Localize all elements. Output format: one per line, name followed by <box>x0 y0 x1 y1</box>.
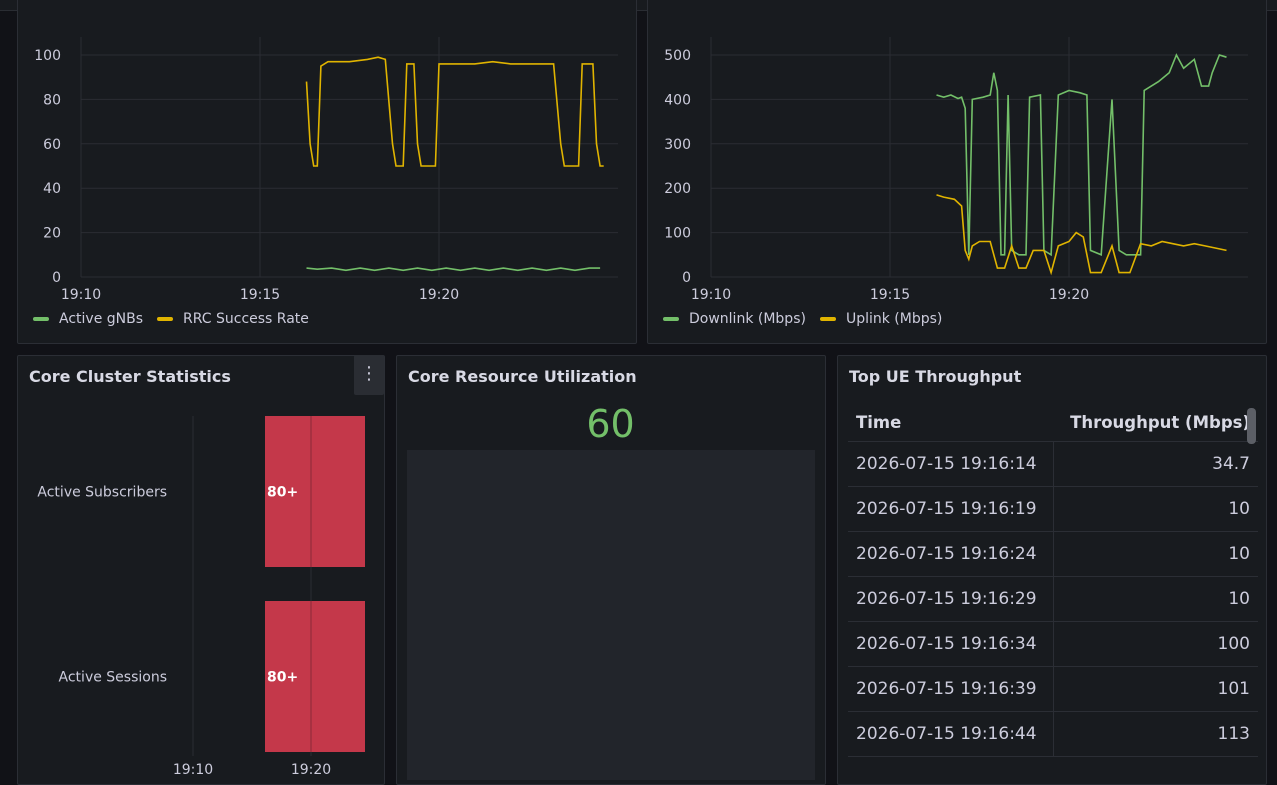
cell-time: 2026-07-15 19:16:14 <box>848 441 1054 487</box>
y-tick-label: 500 <box>664 48 691 64</box>
ran-status-legend: Active gNBs RRC Success Rate <box>33 311 323 327</box>
legend-label: Uplink (Mbps) <box>845 311 943 327</box>
y-tick-label: 400 <box>664 92 691 108</box>
x-tick-label: 19:15 <box>240 287 280 299</box>
ran-status-panel: 0 20 40 60 80 100 19:10 19:15 19:20 Active gNBs R… <box>17 0 637 344</box>
cell-throughput: 10 <box>1053 576 1258 622</box>
category-label: Active Sessions <box>59 670 167 686</box>
panel-title: Top UE Throughput <box>849 367 1022 386</box>
bar-value-label: 80+ <box>267 485 298 501</box>
y-tick-label: 100 <box>664 226 691 242</box>
category-label: Active Subscribers <box>37 485 167 501</box>
cell-throughput: 101 <box>1053 666 1258 712</box>
top-ue-table: Time Throughput (Mbps) 2026-07-15 19:16:… <box>848 405 1258 757</box>
panel-title: Core Resource Utilization <box>408 367 637 386</box>
cell-time: 2026-07-15 19:16:34 <box>848 621 1054 667</box>
y-tick-label: 80 <box>43 92 61 108</box>
series-line <box>936 194 1227 276</box>
cell-throughput: 34.7 <box>1053 441 1258 487</box>
table-row[interactable]: 2026-07-15 19:16:24 10 <box>848 531 1258 577</box>
table-row[interactable]: 2026-07-15 19:16:29 10 <box>848 576 1258 622</box>
y-tick-label: 300 <box>664 137 691 153</box>
core-cluster-panel: Core Cluster Statistics 19:10 19:20 Active… <box>17 355 385 785</box>
stat-value: 60 <box>586 402 635 446</box>
bar <box>265 601 365 752</box>
ran-status-chart: 0 20 40 60 80 100 19:10 19:15 19:20 <box>34 37 618 299</box>
y-tick-label: 0 <box>52 270 61 286</box>
legend-label: RRC Success Rate <box>183 311 309 327</box>
x-tick-label: 19:15 <box>870 287 910 299</box>
throughput-panel: 0 100 200 300 400 500 19:10 19:15 19:20 Downlink… <box>647 0 1267 344</box>
column-header-throughput[interactable]: Throughput (Mbps) <box>1053 405 1258 442</box>
series-line <box>305 56 604 167</box>
legend-swatch <box>819 317 836 321</box>
y-tick-label: 60 <box>43 137 61 153</box>
legend-swatch <box>663 317 679 321</box>
column-header-time[interactable]: Time <box>848 405 1054 442</box>
legend-item[interactable]: Uplink (Mbps) <box>819 311 943 327</box>
y-tick-label: 40 <box>43 181 61 197</box>
cell-time: 2026-07-15 19:16:44 <box>848 711 1054 757</box>
table-row[interactable]: 2026-07-15 19:16:19 10 <box>848 486 1258 532</box>
table-row[interactable]: 2026-07-15 19:16:34 100 <box>848 621 1258 667</box>
legend-label: Downlink (Mbps) <box>689 311 806 327</box>
cell-time: 2026-07-15 19:16:19 <box>848 486 1054 532</box>
y-tick-label: 20 <box>43 226 61 242</box>
core-cluster-chart: 19:10 19:20 Active Subscribers 80+ Active Se… <box>37 416 365 778</box>
throughput-legend: Downlink (Mbps) Uplink (Mbps) <box>663 311 956 327</box>
table-header-row: Time Throughput (Mbps) <box>848 405 1258 442</box>
legend-swatch <box>157 317 174 321</box>
x-tick-label: 19:10 <box>61 287 101 299</box>
legend-item[interactable]: Downlink (Mbps) <box>663 311 806 327</box>
y-tick-label: 200 <box>664 181 691 197</box>
x-tick-label: 19:10 <box>173 762 213 778</box>
table-row[interactable]: 2026-07-15 19:16:44 113 <box>848 711 1258 757</box>
bar-value-label: 80+ <box>267 670 298 686</box>
legend-swatch <box>33 317 49 321</box>
table-row[interactable]: 2026-07-15 19:16:14 34.7 <box>848 441 1258 487</box>
panel-title: Core Cluster Statistics <box>29 367 231 386</box>
cell-time: 2026-07-15 19:16:39 <box>848 666 1054 712</box>
table-row[interactable]: 2026-07-15 19:16:39 101 <box>848 666 1258 712</box>
series-line <box>936 53 1227 257</box>
cell-throughput: 10 <box>1053 531 1258 577</box>
table-scrollbar[interactable] <box>1247 408 1256 444</box>
series-line <box>306 267 601 272</box>
cell-throughput: 10 <box>1053 486 1258 532</box>
y-tick-label: 0 <box>682 270 691 286</box>
legend-item[interactable]: Active gNBs <box>33 311 143 327</box>
cell-throughput: 100 <box>1053 621 1258 667</box>
x-tick-label: 19:20 <box>419 287 459 299</box>
x-tick-label: 19:20 <box>1049 287 1089 299</box>
y-tick-label: 100 <box>34 48 61 64</box>
bar <box>265 416 365 567</box>
x-tick-label: 19:20 <box>291 762 331 778</box>
cell-time: 2026-07-15 19:16:24 <box>848 531 1054 577</box>
cell-throughput: 113 <box>1053 711 1258 757</box>
legend-item[interactable]: RRC Success Rate <box>157 311 309 327</box>
x-tick-label: 19:10 <box>691 287 731 299</box>
legend-label: Active gNBs <box>59 311 144 327</box>
panel-menu-icon[interactable]: ⋮ <box>354 355 384 395</box>
stat-background <box>407 450 815 780</box>
cell-time: 2026-07-15 19:16:29 <box>848 576 1054 622</box>
throughput-chart: 0 100 200 300 400 500 19:10 19:15 19:20 <box>664 37 1248 299</box>
